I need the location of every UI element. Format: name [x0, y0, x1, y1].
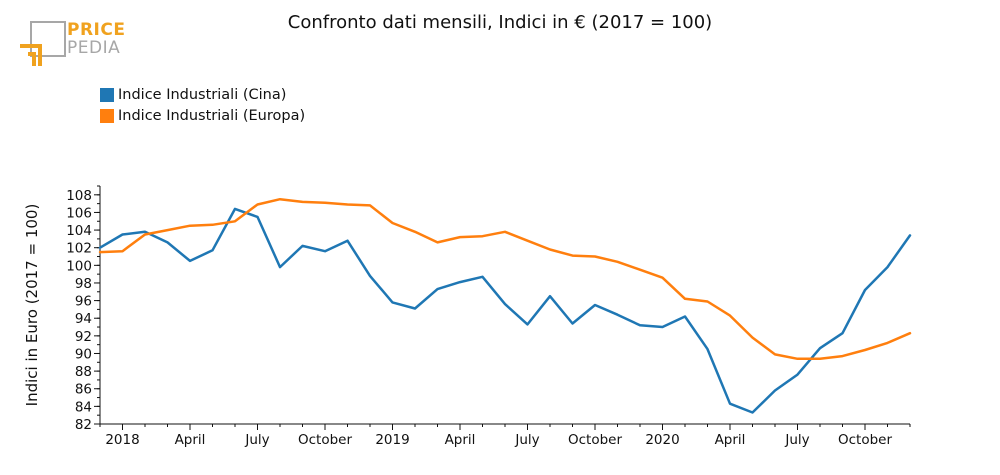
pricepedia-logo: PRICE PEDIA — [20, 20, 130, 68]
y-tick-label: 90 — [75, 346, 92, 362]
y-axis-label: Indici in Euro (2017 = 100) — [23, 204, 41, 407]
y-tick-label: 104 — [66, 223, 92, 239]
x-tick-label: 2018 — [105, 432, 139, 448]
series-layer — [98, 197, 912, 414]
y-tick-label: 84 — [75, 399, 92, 415]
y-tick-label: 108 — [66, 188, 92, 204]
x-tick-label: July — [244, 432, 269, 448]
series-line-europa — [98, 197, 912, 361]
x-tick-label: 2020 — [645, 432, 679, 448]
legend-swatch-europa — [100, 108, 114, 123]
x-tick-label: October — [838, 432, 892, 448]
y-tick-label: 96 — [75, 294, 92, 310]
y-tick-label: 106 — [66, 205, 92, 221]
legend: Indice Industriali (Cina) Indice Industr… — [100, 84, 305, 126]
legend-swatch-cina — [100, 87, 114, 102]
legend-item-cina: Indice Industriali (Cina) — [100, 84, 305, 105]
y-tick-label: 88 — [75, 364, 92, 380]
y-tick-label: 82 — [75, 417, 92, 433]
x-tick-label: April — [445, 432, 476, 448]
y-tick-label: 100 — [66, 258, 92, 274]
x-tick-label: July — [514, 432, 539, 448]
y-tick-label: 92 — [75, 329, 92, 345]
chart-title: Confronto dati mensili, Indici in € (201… — [287, 12, 713, 33]
legend-item-europa: Indice Industriali (Europa) — [100, 105, 305, 126]
y-tick-label: 102 — [66, 241, 92, 257]
logo-text-price: PRICE — [67, 20, 126, 40]
legend-label-europa: Indice Industriali (Europa) — [118, 107, 306, 124]
series-line-cina — [98, 207, 912, 414]
x-tick-label: 2019 — [375, 432, 409, 448]
pricepedia-logo-mark — [20, 21, 66, 66]
x-tick-label: October — [568, 432, 622, 448]
y-tick-label: 98 — [75, 276, 92, 292]
y-tick-label: 86 — [75, 382, 92, 398]
x-axis: 2018 April July October 2019 April July October… — [99, 423, 911, 448]
x-tick-label: April — [175, 432, 206, 448]
x-tick-label: July — [784, 432, 809, 448]
legend-label-cina: Indice Industriali (Cina) — [118, 86, 287, 103]
y-tick-label: 94 — [75, 311, 92, 327]
x-tick-label: October — [298, 432, 352, 448]
x-tick-label: April — [715, 432, 746, 448]
logo-text-pedia: PEDIA — [67, 38, 121, 58]
